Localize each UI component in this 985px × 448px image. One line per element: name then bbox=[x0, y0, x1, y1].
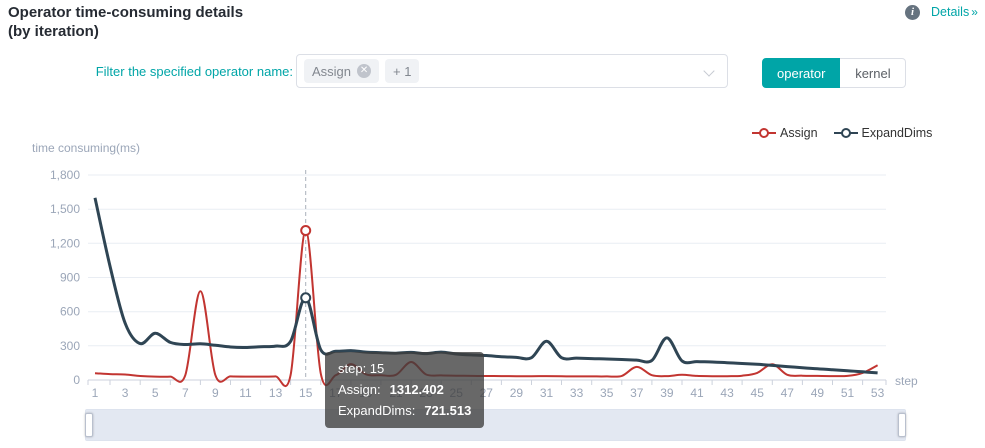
details-link[interactable]: Details» bbox=[931, 5, 978, 19]
svg-text:37: 37 bbox=[630, 386, 644, 400]
chart-tooltip: step: 15 Assign: 1312.402 ExpandDims: 721.… bbox=[325, 352, 485, 428]
tag-close-icon[interactable]: ✕ bbox=[357, 64, 372, 78]
svg-text:900: 900 bbox=[60, 271, 80, 285]
svg-text:time consuming(ms): time consuming(ms) bbox=[32, 141, 140, 155]
datazoom-handle-left[interactable] bbox=[85, 413, 93, 437]
line-marker-icon bbox=[833, 127, 858, 139]
svg-text:15: 15 bbox=[299, 386, 313, 400]
page-title-line2: (by iteration) bbox=[8, 23, 99, 40]
svg-text:600: 600 bbox=[60, 305, 80, 319]
legend-item-expanddims[interactable]: ExpandDims bbox=[833, 126, 933, 140]
datazoom-handle-right[interactable] bbox=[898, 413, 906, 437]
svg-text:45: 45 bbox=[751, 386, 765, 400]
tooltip-row-expanddims: ExpandDims: 721.513 bbox=[338, 403, 472, 418]
svg-text:39: 39 bbox=[660, 386, 674, 400]
details-link-label: Details bbox=[931, 5, 970, 19]
svg-text:0: 0 bbox=[73, 373, 80, 387]
filter-tag-assign[interactable]: Assign ✕ bbox=[304, 59, 380, 83]
svg-text:11: 11 bbox=[239, 386, 252, 400]
svg-text:53: 53 bbox=[871, 386, 885, 400]
svg-text:3: 3 bbox=[122, 386, 129, 400]
legend-label: Assign bbox=[780, 126, 818, 140]
svg-text:step: step bbox=[895, 374, 918, 388]
kernel-tab-button[interactable]: kernel bbox=[840, 58, 907, 88]
svg-text:33: 33 bbox=[570, 386, 584, 400]
svg-text:300: 300 bbox=[60, 339, 80, 353]
legend-item-assign[interactable]: Assign bbox=[752, 126, 818, 140]
tooltip-title: step: 15 bbox=[338, 361, 385, 376]
svg-text:7: 7 bbox=[182, 386, 189, 400]
svg-text:41: 41 bbox=[690, 386, 704, 400]
svg-text:1,800: 1,800 bbox=[50, 168, 80, 182]
svg-text:13: 13 bbox=[269, 386, 283, 400]
operator-filter-select[interactable]: Assign ✕ + 1 bbox=[296, 54, 728, 88]
svg-text:35: 35 bbox=[600, 386, 614, 400]
line-chart[interactable]: time consuming(ms) 0 300 600 900 1,200 1,500 1,… bbox=[0, 140, 985, 408]
line-marker-icon bbox=[752, 127, 776, 139]
page-title-line1: Operator time-consuming details bbox=[8, 4, 244, 21]
chevron-down-icon bbox=[703, 65, 715, 77]
svg-text:9: 9 bbox=[212, 386, 219, 400]
datazoom-slider[interactable] bbox=[85, 409, 906, 441]
filter-label: Filter the specified operator name: bbox=[95, 64, 293, 79]
chart-legend: Assign ExpandDims bbox=[752, 126, 932, 140]
svg-text:29: 29 bbox=[510, 386, 524, 400]
svg-text:47: 47 bbox=[781, 386, 795, 400]
svg-text:1,200: 1,200 bbox=[50, 236, 80, 250]
filter-tag-label: Assign bbox=[312, 63, 352, 79]
page-title: Operator time-consuming details (by iter… bbox=[8, 3, 243, 41]
svg-text:5: 5 bbox=[152, 386, 159, 400]
svg-text:31: 31 bbox=[540, 386, 554, 400]
double-chevron-right-icon: » bbox=[971, 5, 978, 19]
operator-tab-button[interactable]: operator bbox=[762, 58, 841, 88]
filter-tag-more-label: + 1 bbox=[393, 63, 412, 79]
tooltip-row-assign: Assign: 1312.402 bbox=[338, 382, 444, 397]
legend-label: ExpandDims bbox=[861, 126, 933, 140]
svg-text:43: 43 bbox=[720, 386, 734, 400]
info-icon[interactable]: i bbox=[905, 5, 920, 20]
svg-text:1: 1 bbox=[92, 386, 99, 400]
view-toggle-group: operator kernel bbox=[762, 58, 907, 88]
svg-text:49: 49 bbox=[811, 386, 825, 400]
filter-tag-more[interactable]: + 1 bbox=[385, 59, 420, 83]
svg-text:1,500: 1,500 bbox=[50, 202, 80, 216]
svg-text:51: 51 bbox=[841, 386, 855, 400]
